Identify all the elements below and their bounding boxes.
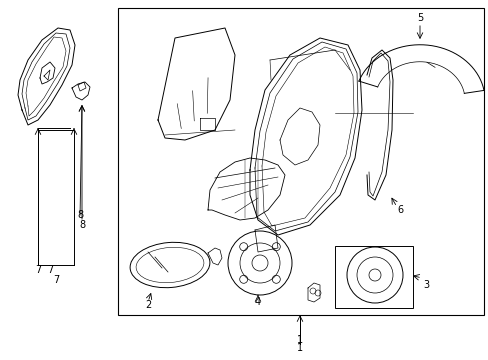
Text: 4: 4: [254, 297, 261, 307]
Text: 1: 1: [296, 343, 303, 353]
Text: 8: 8: [79, 220, 85, 230]
Text: 7: 7: [47, 265, 53, 275]
Text: 2: 2: [144, 300, 151, 310]
Text: 7: 7: [35, 265, 41, 275]
Text: 5: 5: [416, 13, 422, 23]
Text: 3: 3: [422, 280, 428, 290]
Text: 7: 7: [53, 275, 59, 285]
Bar: [118, 8, 483, 315]
Text: 8: 8: [77, 210, 83, 220]
Text: 6: 6: [396, 205, 402, 215]
Bar: [334, 246, 412, 308]
Text: 1: 1: [296, 335, 303, 345]
